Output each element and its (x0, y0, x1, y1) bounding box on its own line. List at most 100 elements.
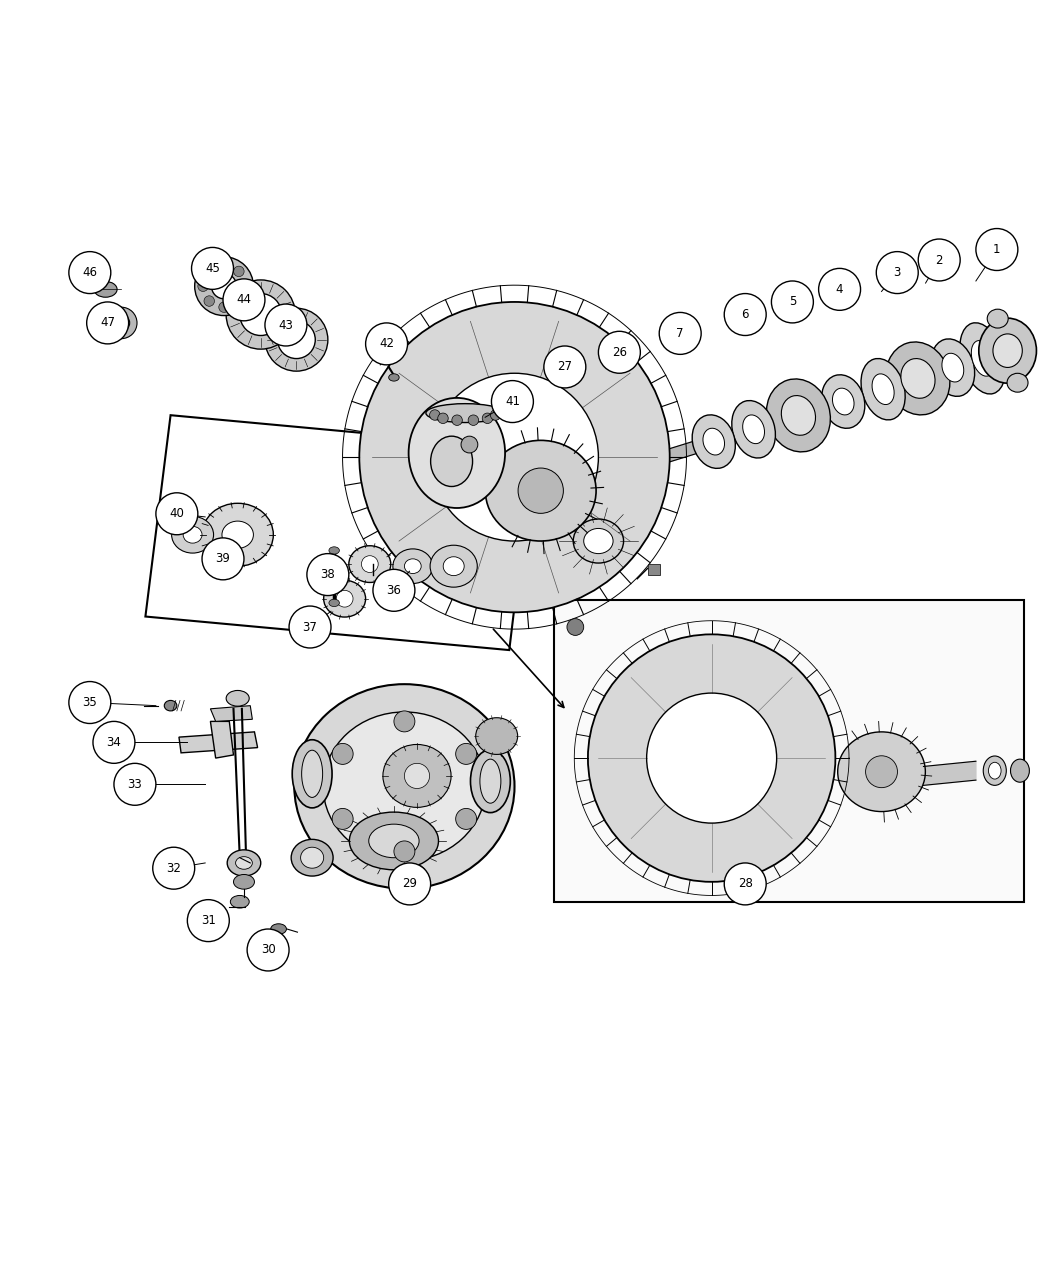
Ellipse shape (239, 293, 281, 335)
Polygon shape (512, 343, 1014, 509)
Ellipse shape (323, 580, 365, 617)
Ellipse shape (227, 850, 260, 876)
Ellipse shape (430, 436, 473, 487)
Circle shape (187, 900, 229, 942)
Ellipse shape (861, 358, 905, 419)
Ellipse shape (291, 839, 333, 876)
Text: 27: 27 (558, 361, 572, 374)
Text: 34: 34 (106, 736, 122, 748)
Circle shape (361, 556, 378, 572)
Circle shape (456, 808, 477, 830)
Ellipse shape (222, 521, 253, 548)
Ellipse shape (480, 759, 501, 803)
Ellipse shape (202, 504, 273, 566)
Ellipse shape (171, 516, 213, 553)
Circle shape (265, 303, 307, 346)
Text: 38: 38 (320, 569, 335, 581)
Circle shape (429, 409, 440, 421)
Polygon shape (210, 705, 252, 722)
Ellipse shape (404, 558, 421, 574)
Ellipse shape (901, 358, 936, 398)
Text: 35: 35 (83, 696, 98, 709)
Circle shape (388, 863, 430, 905)
Ellipse shape (987, 309, 1008, 328)
Circle shape (373, 570, 415, 611)
Circle shape (468, 414, 479, 426)
Text: 45: 45 (205, 261, 219, 275)
Ellipse shape (960, 323, 1006, 394)
Ellipse shape (886, 342, 950, 414)
Text: 44: 44 (236, 293, 251, 306)
Circle shape (490, 409, 501, 421)
Circle shape (289, 606, 331, 648)
Circle shape (204, 296, 214, 306)
Text: 1: 1 (993, 244, 1001, 256)
Polygon shape (210, 722, 233, 759)
Ellipse shape (584, 528, 613, 553)
Text: 36: 36 (386, 584, 401, 597)
Ellipse shape (349, 546, 391, 583)
Polygon shape (923, 761, 975, 785)
Ellipse shape (988, 762, 1001, 779)
Text: 2: 2 (936, 254, 943, 266)
Ellipse shape (1010, 759, 1029, 782)
Ellipse shape (732, 400, 776, 458)
Circle shape (69, 682, 111, 723)
Ellipse shape (393, 550, 433, 584)
Ellipse shape (294, 685, 514, 889)
Ellipse shape (838, 732, 925, 812)
Ellipse shape (329, 547, 339, 555)
Ellipse shape (781, 395, 816, 435)
Ellipse shape (942, 353, 964, 382)
Ellipse shape (430, 546, 478, 588)
Text: 26: 26 (612, 346, 627, 358)
Ellipse shape (692, 414, 735, 468)
Circle shape (394, 842, 415, 862)
Ellipse shape (983, 756, 1006, 785)
Ellipse shape (993, 334, 1023, 367)
Circle shape (239, 280, 250, 292)
Ellipse shape (647, 694, 777, 824)
Text: 39: 39 (215, 552, 230, 565)
Ellipse shape (833, 388, 854, 414)
Ellipse shape (430, 374, 598, 541)
Ellipse shape (588, 635, 836, 882)
Ellipse shape (233, 875, 254, 889)
Text: 29: 29 (402, 877, 417, 890)
Text: 6: 6 (741, 309, 749, 321)
Circle shape (218, 302, 229, 312)
Ellipse shape (106, 307, 136, 339)
Circle shape (152, 847, 194, 889)
Circle shape (336, 590, 353, 607)
Circle shape (234, 266, 244, 277)
Circle shape (877, 251, 919, 293)
Text: 4: 4 (836, 283, 843, 296)
Circle shape (332, 808, 353, 830)
Circle shape (482, 413, 492, 423)
Ellipse shape (226, 691, 249, 706)
Ellipse shape (183, 527, 202, 543)
Ellipse shape (383, 745, 452, 807)
Ellipse shape (1007, 374, 1028, 393)
Circle shape (234, 296, 244, 306)
Circle shape (567, 618, 584, 635)
Circle shape (404, 764, 429, 788)
Circle shape (438, 413, 448, 423)
Ellipse shape (230, 895, 249, 908)
Ellipse shape (301, 750, 322, 797)
Ellipse shape (931, 339, 974, 397)
Ellipse shape (369, 824, 419, 858)
Ellipse shape (194, 256, 253, 316)
Circle shape (724, 293, 766, 335)
Text: 30: 30 (260, 944, 275, 956)
Circle shape (247, 929, 289, 972)
Text: 41: 41 (505, 395, 520, 408)
Ellipse shape (822, 375, 865, 428)
Ellipse shape (426, 404, 505, 422)
Text: 28: 28 (738, 877, 753, 890)
Ellipse shape (350, 812, 439, 870)
Text: 40: 40 (169, 507, 185, 520)
Circle shape (724, 863, 766, 905)
Circle shape (191, 247, 233, 289)
Ellipse shape (702, 428, 724, 455)
